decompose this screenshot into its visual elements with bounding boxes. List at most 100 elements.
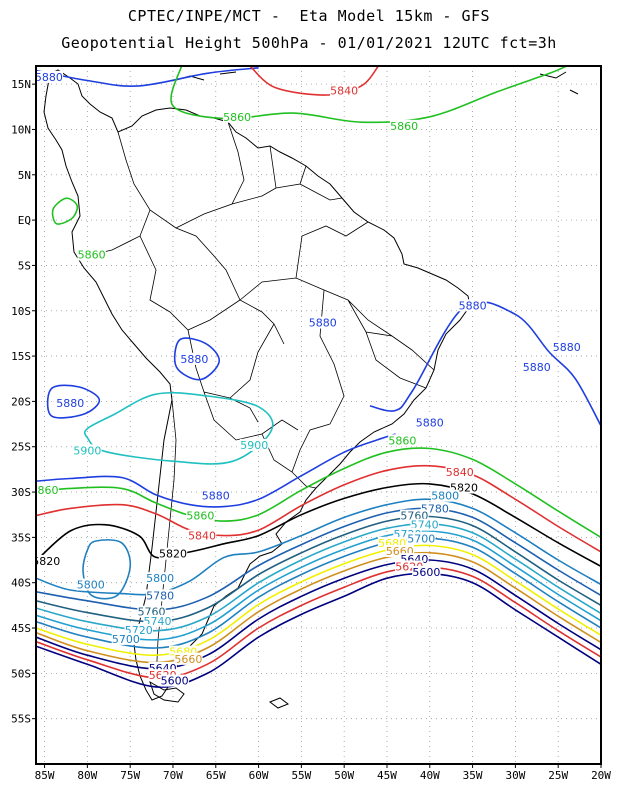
lat-tick-label: 30S [11,486,31,499]
title-line-1: CPTEC/INPE/MCT - Eta Model 15km - GFS [127,7,491,25]
contour-label-bg [445,466,474,479]
contour-label-bg [36,70,64,83]
contour-label-bg [400,509,429,522]
contour-label: 5800 [431,490,459,503]
country-borders [85,121,435,681]
contour-label-bg [430,489,460,502]
contour-5720 [36,530,601,641]
contour-label-bg [36,484,59,497]
contour-label: 5820 [32,555,60,568]
contour-label: 5860 [223,111,251,124]
contour-label: 5840 [446,466,474,479]
contour-label: 5820 [159,548,187,561]
lat-tick-label: 10S [11,305,31,318]
contour-label: 5660 [174,653,202,666]
contour-label: 5900 [73,444,101,457]
lon-tick-label: 85W [35,769,55,782]
contour-5680 [36,544,601,657]
contour-label-bg [143,614,172,627]
contour-label: 5700 [407,532,435,545]
contour-5600 [36,572,601,688]
contour-label-bg [458,299,487,312]
lat-tick-label: 20S [11,395,31,408]
contour-5820 [36,482,601,568]
lon-tick-label: 65W [206,769,226,782]
lon-tick-label: 20W [591,769,611,782]
contour-label: 5900 [240,439,268,452]
contour-5880 [36,433,396,508]
title-line-2: Geopotential Height 500hPa - 01/01/2021 … [61,34,557,52]
contour-label: 5860 [388,434,416,447]
contour-label: 5880 [180,353,208,366]
contour-label-bg [186,509,215,522]
contour-labels: 5880584058605860586058805880588058805880… [31,70,581,688]
contour-label: 5880 [523,361,551,374]
lon-tick-label: 30W [505,769,525,782]
contour-label-bg [389,119,419,132]
contour-5840 [249,66,380,96]
contour-label-bg [145,572,175,585]
contour-5860 [170,66,568,124]
contour-label-bg [410,518,439,531]
contour-label-bg [308,316,337,329]
contour-label: 5800 [77,579,105,592]
contour-label-bg [412,565,441,578]
contour-label-bg [111,632,141,645]
contour-5700 [36,537,601,649]
contour-label: 5860 [186,510,214,523]
contour-label-bg [415,416,444,429]
contour-label: 5840 [188,530,216,543]
contour-label-bg [145,589,175,602]
contour-label: 5880 [202,490,230,503]
contour-label: 5880 [56,397,84,410]
lon-tick-label: 60W [249,769,269,782]
contour-label: 5600 [161,675,189,688]
closed-contour-5800 [82,539,132,600]
contour-label: 5860 [31,484,59,497]
contour-label: 5860 [78,249,106,262]
contour-5740 [36,522,601,632]
contour-label: 5880 [416,416,444,429]
contour-label: 5700 [112,633,140,646]
contour-label: 5880 [35,71,63,84]
lon-tick-label: 25W [548,769,568,782]
lat-tick-label: 15N [11,78,31,91]
plot-frame [35,65,602,765]
contour-label-bg [56,397,85,410]
lon-tick-label: 70W [163,769,183,782]
contour-5860 [36,447,601,539]
lon-tick-label: 40W [420,769,440,782]
contour-label-bg [222,110,252,123]
contour-5840 [36,464,601,553]
contour-label-bg [187,529,217,542]
contour-label: 5860 [390,120,418,133]
lon-tick-label: 35W [463,769,483,782]
closed-contour-5880 [46,384,101,419]
coastline-falklands [268,697,290,709]
contour-label-bg [522,360,551,373]
contour-label: 5880 [553,341,581,354]
contour-label-bg [36,554,61,567]
contour-label-bg [76,578,105,591]
contour-label-bg [407,532,436,545]
closed-contour-5860 [51,197,79,225]
contour-label-bg [124,623,153,636]
closed-contour-5880 [173,337,221,381]
lat-tick-label: 15S [11,350,31,363]
lat-tick-label: 40S [11,577,31,590]
contour-label: 5840 [330,84,358,97]
lat-tick-label: 35S [11,531,31,544]
contour-label-bg [77,248,106,261]
lat-tick-label: 45S [11,622,31,635]
lat-tick-label: 5S [18,259,31,272]
contour-5880 [36,67,259,87]
lat-tick-label: 5N [18,169,31,182]
coastline-tierra-del-fuego [149,680,185,703]
contour-label-bg [201,489,230,502]
lat-tick-label: 25S [11,441,31,454]
contour-5800 [36,498,601,596]
lon-tick-label: 45W [377,769,397,782]
contour-label-bg [158,547,188,560]
lon-tick-label: 80W [77,769,97,782]
